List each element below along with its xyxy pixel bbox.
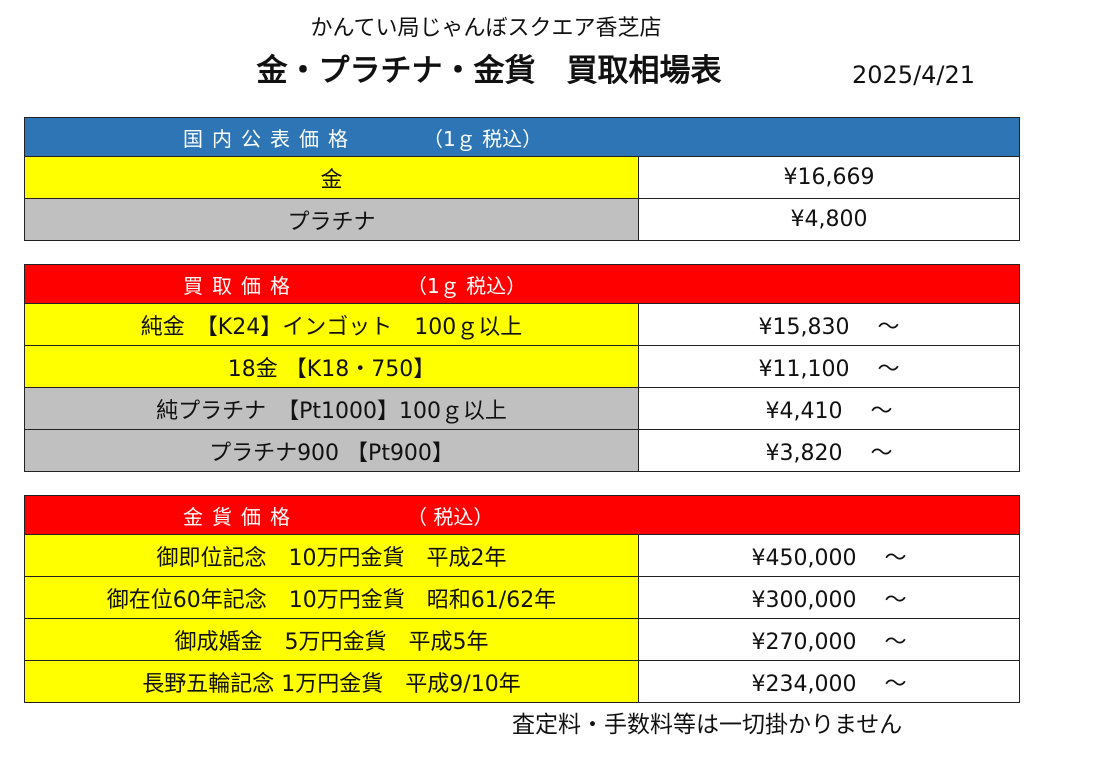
public-price-tax-note: （1ｇ 税込）	[423, 126, 543, 151]
tilde-mark: ～	[884, 629, 907, 655]
item-name-cell: 純金 【K24】インゴット 100ｇ以上	[24, 303, 639, 346]
price-value: ¥4,410	[765, 398, 843, 424]
coin-name-cell: 御成婚金 5万円金貨 平成5年	[24, 618, 639, 661]
platinum-price-cell: ¥4,800	[638, 198, 1020, 241]
page-title: 金・プラチナ・金貨 買取相場表	[256, 53, 722, 89]
coin-price-cell: ¥270,000 ～	[637, 618, 1021, 661]
coin-name-cell: 御在位60年記念 10万円金貨 昭和61/62年	[24, 576, 639, 619]
buy-price-table: 買取価格 （1ｇ 税込） 純金 【K24】インゴット 100ｇ以上 ¥15,830…	[24, 264, 1020, 472]
coin-price-header: 金貨価格 （ 税込）	[23, 495, 1021, 535]
footer-note: 査定料・手数料等は一切掛かりません	[512, 712, 903, 738]
coin-price-table: 金貨価格 （ 税込） 御即位記念 10万円金貨 平成2年 ¥450,000 ～ 御在…	[23, 495, 1021, 703]
tilde-mark: ～	[870, 440, 893, 466]
item-name-cell: 18金 【K18・750】	[24, 345, 639, 388]
platinum-name-cell: プラチナ	[24, 198, 639, 241]
coin-price-cell: ¥450,000 ～	[637, 534, 1021, 577]
tilde-mark: ～	[884, 671, 907, 697]
item-name-cell: プラチナ900 【Pt900】	[24, 429, 639, 472]
table-row: 御成婚金 5万円金貨 平成5年 ¥270,000 ～	[24, 618, 1021, 661]
item-price-cell: ¥3,820 ～	[638, 429, 1020, 472]
item-price-cell: ¥4,410 ～	[638, 387, 1020, 430]
public-price-header: 国内公表価格 （1ｇ 税込）	[24, 117, 1020, 157]
buy-price-header-cell: 買取価格 （1ｇ 税込）	[24, 264, 1020, 304]
tilde-mark: ～	[877, 314, 900, 340]
item-name-cell: 純プラチナ 【Pt1000】100ｇ以上	[24, 387, 639, 430]
item-price-cell: ¥11,100 ～	[638, 345, 1020, 388]
price-value: ¥300,000	[751, 587, 857, 613]
coin-price-tax-note: （ 税込）	[407, 504, 494, 529]
table-row: プラチナ ¥4,800	[24, 198, 1020, 241]
price-value: ¥270,000	[751, 629, 857, 655]
table-row: 長野五輪記念 1万円金貨 平成9/10年 ¥234,000 ～	[24, 660, 1021, 703]
table-row: 御在位60年記念 10万円金貨 昭和61/62年 ¥300,000 ～	[24, 576, 1021, 619]
price-value: ¥234,000	[751, 671, 857, 697]
table-row: 金 ¥16,669	[24, 156, 1020, 199]
tilde-mark: ～	[870, 398, 893, 424]
coin-price-header-cell: 金貨価格 （ 税込）	[23, 495, 1021, 535]
gold-name-cell: 金	[24, 156, 639, 199]
table-row: プラチナ900 【Pt900】 ¥3,820 ～	[24, 429, 1020, 472]
tilde-mark: ～	[884, 545, 907, 571]
tilde-mark: ～	[877, 356, 900, 382]
public-price-header-cell: 国内公表価格 （1ｇ 税込）	[24, 117, 1020, 157]
table-row: 18金 【K18・750】 ¥11,100 ～	[24, 345, 1020, 388]
table-row: 御即位記念 10万円金貨 平成2年 ¥450,000 ～	[24, 534, 1021, 577]
tilde-mark: ～	[884, 587, 907, 613]
coin-price-cell: ¥234,000 ～	[637, 660, 1021, 703]
table-row: 純金 【K24】インゴット 100ｇ以上 ¥15,830 ～	[24, 303, 1020, 346]
table-row: 純プラチナ 【Pt1000】100ｇ以上 ¥4,410 ～	[24, 387, 1020, 430]
price-value: ¥15,830	[758, 314, 850, 340]
price-value: ¥450,000	[751, 545, 857, 571]
buy-price-label: 買取価格	[183, 273, 299, 298]
date-label: 2025/4/21	[852, 61, 976, 89]
coin-price-label: 金貨価格	[183, 504, 299, 529]
coin-name-cell: 御即位記念 10万円金貨 平成2年	[24, 534, 639, 577]
buy-price-header: 買取価格 （1ｇ 税込）	[24, 264, 1020, 304]
coin-price-cell: ¥300,000 ～	[637, 576, 1021, 619]
store-name: かんてい局じゃんぼスクエア香芝店	[310, 16, 662, 41]
price-value: ¥3,820	[765, 440, 843, 466]
gold-price-cell: ¥16,669	[638, 156, 1020, 199]
price-value: ¥11,100	[758, 356, 850, 382]
public-price-label: 国内公表価格	[183, 126, 357, 151]
coin-name-cell: 長野五輪記念 1万円金貨 平成9/10年	[24, 660, 639, 703]
item-price-cell: ¥15,830 ～	[638, 303, 1020, 346]
public-price-table: 国内公表価格 （1ｇ 税込） 金 ¥16,669 プラチナ ¥4,800	[24, 117, 1020, 241]
buy-price-tax-note: （1ｇ 税込）	[407, 273, 527, 298]
